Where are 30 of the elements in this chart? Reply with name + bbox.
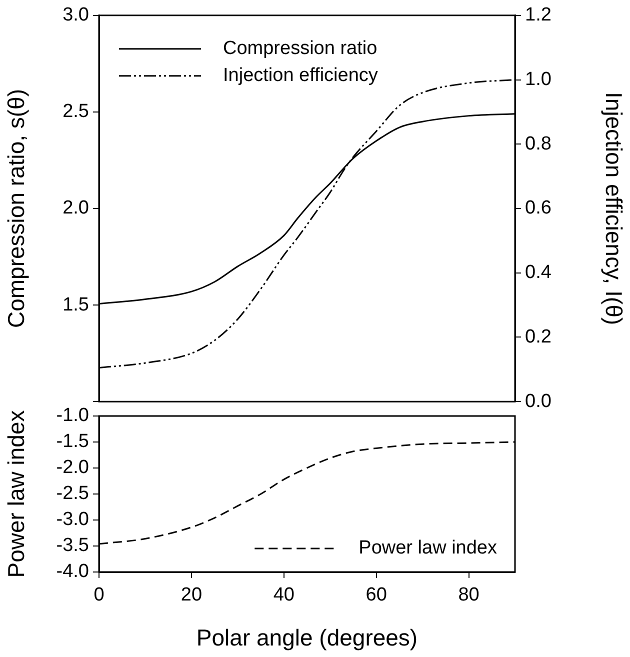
y2-tick-label: 1.2 xyxy=(525,4,552,26)
y2-tick-label: 0.0 xyxy=(525,390,552,412)
x-tick-label: 20 xyxy=(180,584,202,606)
x-tick-label: 40 xyxy=(273,584,294,606)
y-tick-label: 2.0 xyxy=(62,198,89,219)
y-tick-label: 2.5 xyxy=(62,101,89,122)
y2-tick-label: 0.6 xyxy=(525,198,552,219)
y-tick-label: -2.0 xyxy=(56,457,89,478)
x-tick-label: 80 xyxy=(458,584,480,606)
legend-label: Power law index xyxy=(358,538,498,559)
y2-axis-title: Injection efficiency, I(θ) xyxy=(600,92,627,326)
y-axis-title: Compression ratio, s(θ) xyxy=(3,88,30,328)
legend-label: Injection efficiency xyxy=(223,65,378,86)
x-tick-label: 60 xyxy=(366,584,387,606)
y-tick-label: -3.5 xyxy=(56,535,89,556)
y2-tick-label: 0.2 xyxy=(525,326,552,348)
legend-label: Compression ratio xyxy=(223,38,378,60)
y-tick-label: 3.0 xyxy=(62,4,89,26)
y2-tick-label: 1.0 xyxy=(525,69,552,90)
y-tick-label: -1.0 xyxy=(56,405,89,426)
y-axis-title: Power law index xyxy=(3,410,30,578)
y-tick-label: -2.5 xyxy=(56,483,89,504)
x-axis-title: Polar angle (degrees) xyxy=(196,624,418,651)
y2-tick-label: 0.8 xyxy=(525,133,552,154)
y-tick-label: -1.5 xyxy=(56,431,89,452)
y-tick-label: -4.0 xyxy=(56,561,89,582)
y-tick-label: 1.5 xyxy=(62,294,89,316)
y2-tick-label: 0.4 xyxy=(525,262,552,284)
x-tick-label: 0 xyxy=(94,584,104,606)
y-tick-label: -3.0 xyxy=(56,509,89,530)
